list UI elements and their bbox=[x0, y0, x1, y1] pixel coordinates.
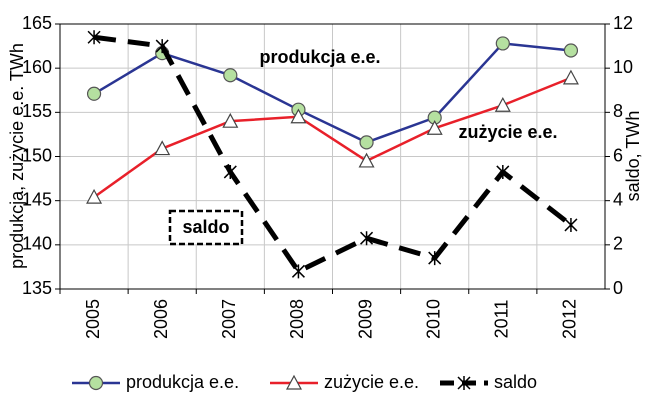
annotation: produkcja e.e. bbox=[259, 47, 380, 67]
y-axis-label: produkcja, zużycie e.e. TWh bbox=[7, 43, 27, 269]
marker bbox=[222, 112, 239, 128]
marker bbox=[495, 36, 510, 51]
legend-label: produkcja e.e. bbox=[126, 372, 239, 392]
marker bbox=[86, 86, 102, 101]
y2-tick-label: 12 bbox=[613, 13, 633, 33]
marker bbox=[426, 119, 443, 135]
marker bbox=[88, 375, 104, 391]
y2-tick-label: 6 bbox=[613, 145, 623, 165]
marker bbox=[494, 97, 511, 112]
marker bbox=[562, 69, 579, 85]
marker bbox=[290, 108, 307, 124]
marker bbox=[223, 68, 238, 83]
marker bbox=[496, 164, 510, 179]
y2-tick-label: 4 bbox=[613, 189, 623, 209]
annotation: zużycie e.e. bbox=[458, 122, 557, 142]
marker bbox=[359, 135, 374, 150]
x-tick-label: 2009 bbox=[355, 299, 375, 339]
marker bbox=[154, 140, 171, 156]
marker bbox=[155, 39, 169, 54]
y-tick-label: 160 bbox=[22, 57, 52, 77]
y-tick-label: 135 bbox=[22, 278, 52, 298]
annotation-box bbox=[168, 209, 244, 246]
y-tick-label: 140 bbox=[22, 234, 52, 254]
x-tick-label: 2007 bbox=[219, 299, 239, 339]
marker bbox=[223, 164, 237, 179]
marker bbox=[563, 43, 579, 58]
y2-tick-label: 10 bbox=[613, 57, 633, 77]
y2-axis-label: saldo, TWh bbox=[623, 111, 643, 202]
series-line bbox=[93, 42, 572, 144]
marker bbox=[428, 251, 442, 266]
x-tick-label: 2006 bbox=[151, 299, 171, 339]
legend-label: saldo bbox=[494, 372, 537, 392]
y2-tick-label: 2 bbox=[613, 234, 623, 254]
y-tick-label: 145 bbox=[22, 189, 52, 209]
series-line bbox=[93, 76, 572, 199]
x-tick-label: 2010 bbox=[423, 299, 443, 339]
plot-frame bbox=[59, 23, 606, 290]
marker bbox=[564, 217, 578, 232]
y-tick-label: 165 bbox=[22, 13, 52, 33]
marker bbox=[87, 30, 101, 45]
marker bbox=[291, 264, 305, 279]
marker bbox=[457, 376, 471, 390]
annotation: saldo bbox=[182, 217, 229, 237]
y-tick-label: 155 bbox=[22, 101, 52, 121]
marker bbox=[86, 188, 103, 204]
legend-label: zużycie e.e. bbox=[324, 372, 419, 392]
marker bbox=[285, 374, 303, 390]
x-tick-label: 2012 bbox=[560, 299, 580, 339]
x-tick-label: 2008 bbox=[287, 299, 307, 339]
y2-tick-label: 8 bbox=[613, 101, 623, 121]
marker bbox=[358, 152, 375, 168]
y2-tick-label: 0 bbox=[613, 278, 623, 298]
y-tick-label: 150 bbox=[22, 145, 52, 165]
marker bbox=[360, 231, 374, 246]
x-tick-label: 2005 bbox=[83, 299, 103, 339]
x-tick-label: 2011 bbox=[492, 300, 512, 339]
